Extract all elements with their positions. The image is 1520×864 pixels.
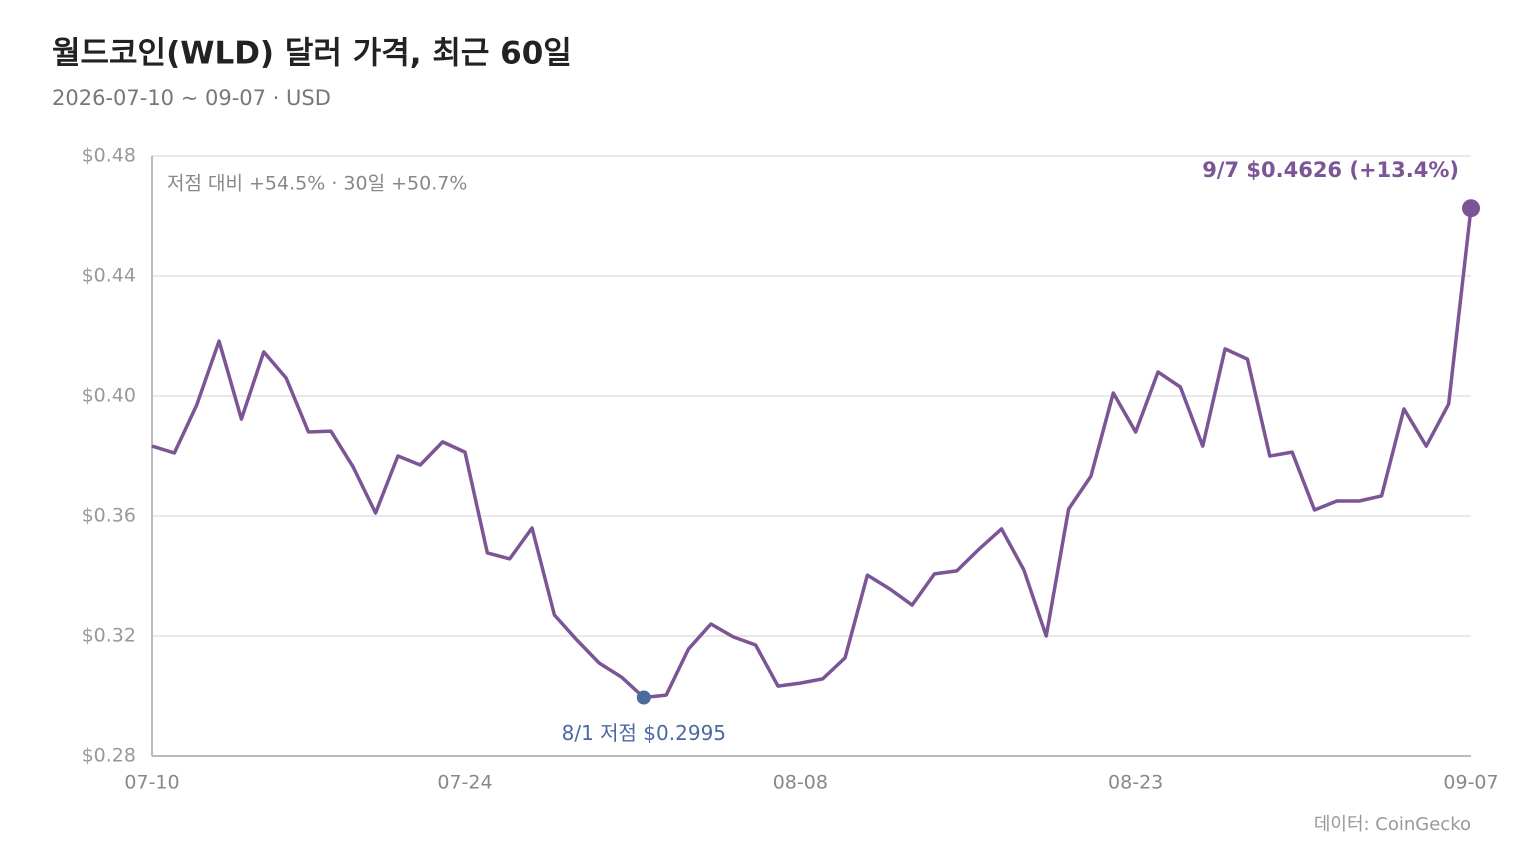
chart-title: 월드코인(WLD) 달러 가격, 최근 60일 xyxy=(52,36,572,72)
note: 저점 대비 +54.5% · 30일 +50.7% xyxy=(167,173,467,195)
low-label: 8/1 저점 $0.2995 xyxy=(562,721,726,745)
y-tick-label: $0.40 xyxy=(82,385,136,407)
y-tick-label: $0.36 xyxy=(82,505,136,527)
last-label: 9/7 $0.4626 (+13.4%) xyxy=(1202,158,1459,182)
x-tick-label: 07-24 xyxy=(437,772,492,794)
x-tick-label: 07-10 xyxy=(124,772,179,794)
y-tick-label: $0.48 xyxy=(82,145,136,167)
line xyxy=(151,208,1473,700)
chart-subtitle: 2026-07-10 ~ 09-07 · USD xyxy=(52,86,331,110)
low-marker xyxy=(636,690,651,705)
source: 데이터: CoinGecko xyxy=(1314,814,1471,835)
y-tick-label: $0.28 xyxy=(82,745,136,767)
x-tick-label: 09-07 xyxy=(1443,772,1498,794)
y-tick-label: $0.44 xyxy=(82,265,136,287)
x-tick-label: 08-08 xyxy=(773,772,828,794)
x-tick-label: 08-23 xyxy=(1108,772,1163,794)
y-tick-label: $0.32 xyxy=(82,625,136,647)
last-marker xyxy=(1462,199,1480,218)
